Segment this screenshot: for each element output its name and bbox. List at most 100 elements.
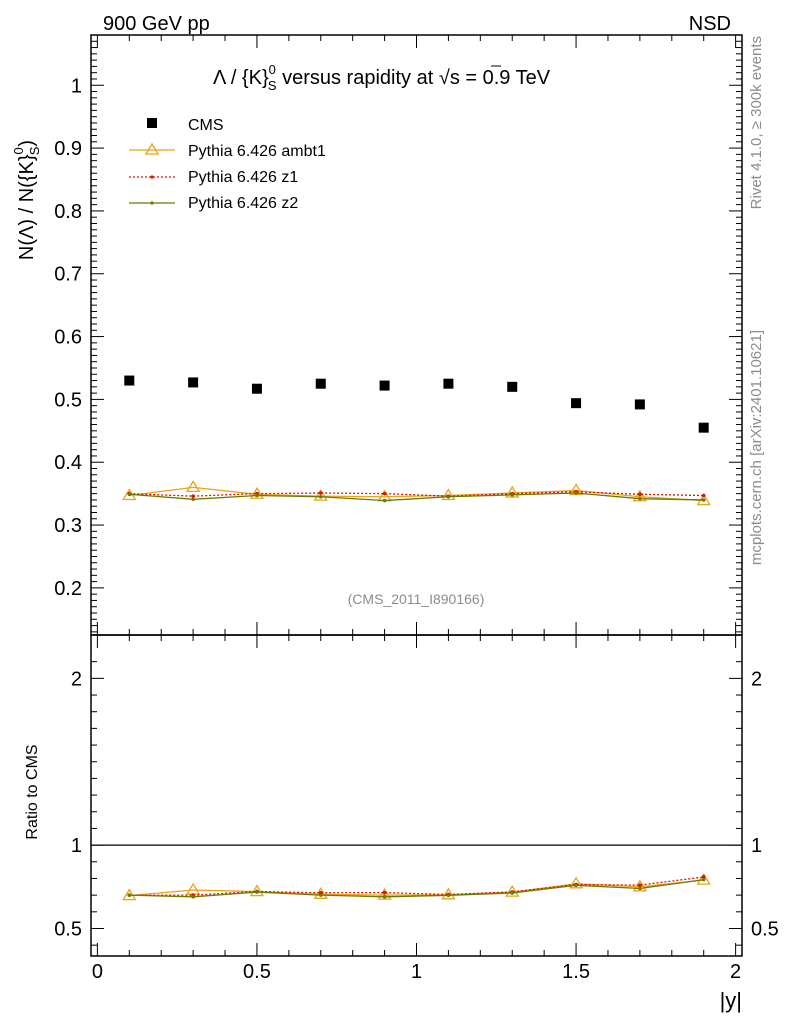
legend-cms-label: CMS — [188, 117, 224, 134]
ylabel-part-b: ) — [16, 140, 38, 147]
ratio-y-tick-label: 2 — [71, 668, 82, 690]
ratio-z2-point-8 — [638, 886, 642, 891]
main-cms-point-8 — [634, 399, 645, 410]
main-cms-point-4 — [379, 380, 390, 391]
ratio-ambt1-point-8 — [632, 879, 648, 892]
legend-ambt1-marker — [144, 142, 160, 155]
ratio-z1-point-8 — [638, 883, 642, 887]
ratio-z2-point-0 — [127, 893, 132, 897]
main-y-tick-label: 0.6 — [54, 327, 82, 349]
ratio-y-axis-label: Ratio to CMS — [24, 744, 41, 839]
ratio-y-tick-label-right: 1 — [751, 835, 762, 857]
ylabel-sup: 0 — [11, 147, 26, 154]
main-y-tick-label: 0.9 — [54, 138, 82, 160]
legend: CMS Pythia 6.426 ambt1 Pythia 6.426 z1 P… — [129, 117, 326, 212]
ratio-ambt1-point-7 — [568, 876, 584, 889]
chart-title: Λ / {K}0 S versus rapidity at √s = 0.9 Te… — [213, 62, 551, 93]
main-cms-point-2 — [251, 383, 262, 394]
ratio-z2-point-7 — [574, 883, 578, 888]
main-z2-point-4 — [382, 498, 387, 503]
main-z2-point-8 — [638, 496, 642, 501]
main-cms-point-7 — [571, 398, 582, 409]
main-cms-point-0 — [124, 375, 135, 386]
main-axis-ticks: 0.2 0.3 0.4 0.5 0.6 0.7 0.8 0.9 1 — [54, 40, 742, 633]
ratio-z2-point-1 — [191, 895, 195, 899]
legend-z2-marker — [150, 201, 154, 205]
main-z2-point-6 — [510, 493, 515, 497]
mcplots-credit-label: mcplots.cern.ch [arXiv:2401.10621] — [748, 330, 765, 565]
ratio-ambt1-point-6 — [505, 884, 520, 897]
main-ambt1-point-1 — [185, 480, 201, 493]
ratio-z2-point-6 — [510, 891, 515, 895]
legend-ambt1-label: Pythia 6.426 ambt1 — [188, 143, 326, 160]
x-tick-label: 1.5 — [562, 961, 590, 983]
x-tick-label: 0 — [92, 961, 103, 983]
main-z2-point-5 — [446, 494, 451, 499]
ratio-z1-point-9 — [701, 875, 706, 879]
main-y-tick-label: 0.5 — [54, 389, 82, 411]
ratio-ambt1-line — [129, 879, 704, 897]
title-part-c: s = 0.9 TeV — [450, 67, 551, 89]
main-z2-point-0 — [127, 492, 132, 497]
main-y-axis-label: N(Λ) / N({K}0S) — [11, 140, 42, 260]
legend-cms-marker — [147, 118, 157, 128]
title-part-b: versus rapidity at — [277, 67, 439, 89]
ratio-ambt1-point-4 — [377, 887, 392, 900]
rivet-version-label: Rivet 4.1.0, ≥ 300k events — [748, 36, 765, 209]
analysis-id-label: (CMS_2011_I890166) — [348, 591, 485, 607]
title-sub: S — [268, 78, 277, 93]
main-z1-point-3 — [318, 491, 323, 495]
legend-z1-label: Pythia 6.426 z1 — [188, 169, 298, 186]
header-left-label: 900 GeV pp — [103, 13, 210, 35]
main-z1-point-9 — [701, 493, 706, 498]
main-z2-point-9 — [701, 498, 706, 502]
main-cms-point-1 — [188, 377, 199, 388]
x-axis-label: |y| — [720, 988, 742, 1013]
ratio-z2-point-9 — [701, 877, 706, 882]
main-cms-point-6 — [507, 381, 518, 392]
ratio-y-tick-label-right: 2 — [751, 668, 762, 690]
main-z2-point-2 — [255, 493, 259, 498]
ratio-y-tick-label: 1 — [71, 835, 82, 857]
ratio-ambt1-point-2 — [249, 884, 265, 897]
main-cms-point-3 — [315, 378, 326, 389]
ratio-plot-frame — [90, 634, 743, 957]
ratio-z2-point-3 — [318, 893, 323, 897]
title-sup: 0 — [269, 62, 276, 77]
ratio-ambt1-point-9 — [696, 872, 711, 885]
ratio-z2-line — [129, 878, 704, 898]
x-tick-label: 1 — [411, 961, 422, 983]
x-tick-label: 2 — [730, 961, 741, 983]
main-z1-point-8 — [638, 492, 642, 497]
main-z2-point-3 — [318, 494, 323, 499]
x-axis-ticks: 0 0.5 1 1.5 2 — [92, 35, 741, 983]
main-y-tick-label: 0.3 — [54, 515, 82, 537]
main-data-series — [122, 375, 711, 506]
main-cms-point-5 — [443, 378, 454, 389]
main-z2-point-7 — [574, 491, 578, 495]
ratio-z2-point-2 — [255, 890, 259, 894]
title-sqrt: √ — [439, 67, 450, 89]
main-ambt1-line — [129, 486, 704, 502]
main-y-tick-label: 0.7 — [54, 264, 82, 286]
ratio-ambt1-point-1 — [185, 882, 201, 895]
ylabel-part-a: N(Λ) / N({K} — [16, 154, 38, 260]
main-y-tick-label: 0.8 — [54, 201, 82, 223]
main-y-tick-label: 0.4 — [54, 452, 82, 474]
legend-z2-label: Pythia 6.426 z2 — [188, 195, 298, 212]
ratio-axis-ticks: 0.5 0.5 1 1 2 2 — [54, 661, 779, 946]
ratio-z1-point-4 — [382, 890, 387, 895]
main-cms-point-9 — [698, 422, 709, 433]
ylabel-sub: S — [27, 146, 42, 155]
main-z1-point-4 — [382, 491, 387, 496]
main-z1-line — [129, 491, 704, 497]
ratio-y-tick-label-right: 0.5 — [751, 918, 779, 940]
main-z2-point-1 — [191, 497, 195, 502]
ratio-z2-point-4 — [382, 895, 387, 899]
main-y-tick-label: 1 — [71, 75, 82, 97]
legend-z1-marker — [150, 175, 154, 179]
main-z1-point-1 — [191, 494, 195, 498]
ratio-y-tick-label: 0.5 — [54, 918, 82, 940]
main-z2-line — [129, 492, 704, 502]
